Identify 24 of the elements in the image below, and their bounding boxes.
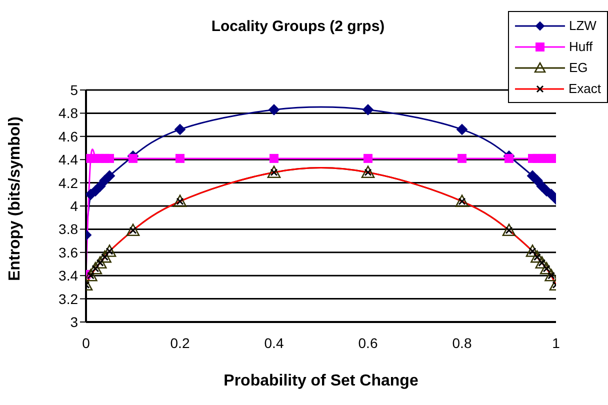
y-tick-label: 3.2 <box>58 290 78 307</box>
y-tick-label: 3.8 <box>58 221 78 238</box>
y-tick-label: 3.6 <box>58 244 78 260</box>
x-tick-label: 0.4 <box>264 334 284 351</box>
x-tick-label: 1 <box>552 334 560 351</box>
y-tick-label: 4.4 <box>58 152 78 168</box>
y-tick-label: 4.6 <box>58 128 78 144</box>
y-tick-label: 4 <box>70 198 78 214</box>
legend-label: Huff <box>569 39 593 54</box>
chart-title: Locality Groups (2 grps) <box>210 18 386 35</box>
legend-label: Exact <box>568 81 601 96</box>
x-tick-label: 0.2 <box>170 334 190 351</box>
y-tick-label: 4.8 <box>58 105 78 122</box>
y-tick-label: 3 <box>70 314 78 330</box>
x-tick-label: 0 <box>82 334 90 351</box>
y-tick-label: 5 <box>70 82 78 98</box>
legend-label: LZW <box>569 18 596 33</box>
y-axis-title: Entropy (bits/symbol) <box>6 116 24 281</box>
x-tick-label: 0.6 <box>358 334 378 351</box>
legend-label: EG <box>569 60 588 75</box>
x-tick-label: 0.8 <box>452 334 472 351</box>
y-tick-label: 3.4 <box>58 268 78 284</box>
x-axis-title: Probability of Set Change <box>224 372 418 390</box>
y-tick-label: 4.2 <box>58 174 78 191</box>
